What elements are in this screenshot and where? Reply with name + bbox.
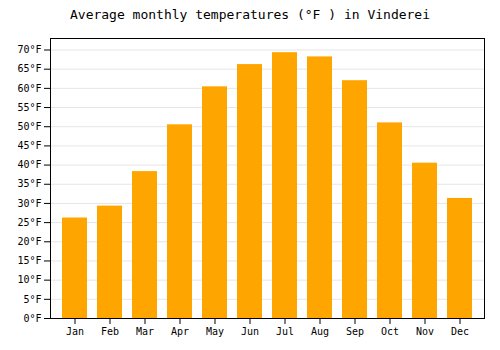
svg-text:20°F: 20°F	[17, 236, 41, 247]
svg-text:70°F: 70°F	[17, 44, 41, 55]
svg-text:40°F: 40°F	[17, 159, 41, 170]
svg-text:Dec: Dec	[451, 326, 469, 337]
html-text:Average monthly temperatures (: Average monthly temperatures (°F ) in Vi…	[70, 7, 430, 22]
svg-text:45°F: 45°F	[17, 140, 41, 151]
svg-text:Oct: Oct	[381, 326, 399, 337]
svg-text:Feb: Feb	[101, 326, 119, 337]
svg-text:Jun: Jun	[241, 326, 259, 337]
svg-text:5°F: 5°F	[23, 294, 41, 305]
svg-text:Sep: Sep	[346, 326, 364, 337]
svg-text:25°F: 25°F	[17, 217, 41, 228]
svg-text:30°F: 30°F	[17, 198, 41, 209]
svg-text:50°F: 50°F	[17, 121, 41, 132]
svg-text:35°F: 35°F	[17, 178, 41, 189]
svg-text:10°F: 10°F	[17, 274, 41, 285]
svg-text:Mar: Mar	[136, 326, 154, 337]
svg-text:15°F: 15°F	[17, 255, 41, 266]
svg-text:0°F: 0°F	[23, 313, 41, 324]
svg-text:Apr: Apr	[171, 326, 189, 337]
svg-text:55°F: 55°F	[17, 102, 41, 113]
svg-text:May: May	[206, 326, 224, 337]
svg-text:Aug: Aug	[311, 326, 329, 337]
svg-text:Jan: Jan	[66, 326, 84, 337]
svg-text:60°F: 60°F	[17, 83, 41, 94]
svg-text:Jul: Jul	[276, 326, 294, 337]
svg-text:65°F: 65°F	[17, 63, 41, 74]
svg-text:Nov: Nov	[416, 326, 434, 337]
